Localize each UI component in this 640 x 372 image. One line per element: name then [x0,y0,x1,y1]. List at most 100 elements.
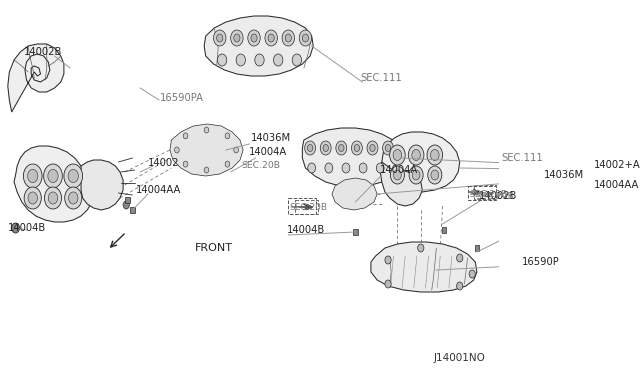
Polygon shape [332,178,377,210]
Circle shape [307,144,313,151]
Text: 14002: 14002 [148,158,180,168]
Circle shape [216,34,223,42]
Bar [442,227,447,233]
Circle shape [456,282,463,290]
Circle shape [44,187,61,209]
Polygon shape [382,132,460,192]
Text: 14004A: 14004A [250,147,287,157]
Circle shape [44,164,62,188]
Text: 14036M: 14036M [544,170,584,180]
Circle shape [282,30,294,46]
Circle shape [412,170,420,180]
Circle shape [412,150,420,160]
Circle shape [394,170,401,180]
Text: 14004AA: 14004AA [594,180,639,190]
Circle shape [325,163,333,173]
Circle shape [28,192,38,204]
Circle shape [214,30,226,46]
Polygon shape [302,128,404,188]
Circle shape [123,201,129,209]
Circle shape [24,187,42,209]
Circle shape [65,187,82,209]
Circle shape [390,166,404,184]
Circle shape [409,166,423,184]
Circle shape [367,141,378,155]
Circle shape [183,161,188,167]
Bar [125,197,130,203]
Polygon shape [204,16,313,76]
Polygon shape [14,146,93,222]
Text: FRONT: FRONT [195,243,233,253]
Circle shape [273,54,283,66]
Circle shape [24,164,42,188]
Circle shape [230,30,243,46]
Circle shape [225,133,230,139]
Circle shape [305,141,316,155]
Text: SEC.20B: SEC.20B [241,160,280,170]
Circle shape [234,147,239,153]
Text: 14036M: 14036M [251,133,291,143]
Circle shape [427,145,443,165]
Text: SEC.111: SEC.111 [360,73,402,83]
Circle shape [418,244,424,252]
Bar [474,185,495,199]
Circle shape [469,270,476,278]
Circle shape [359,163,367,173]
Circle shape [376,163,384,173]
Circle shape [383,141,394,155]
Circle shape [456,254,463,262]
Circle shape [320,141,331,155]
Circle shape [48,169,58,183]
Polygon shape [170,124,243,176]
Circle shape [428,166,442,184]
Circle shape [302,34,308,42]
Circle shape [204,127,209,133]
Text: 14004B: 14004B [8,223,46,233]
Circle shape [370,144,375,151]
Circle shape [28,169,38,183]
Text: 14002+A: 14002+A [594,160,640,170]
Bar [294,200,318,214]
Circle shape [255,54,264,66]
Circle shape [323,144,328,151]
Circle shape [385,280,391,288]
Circle shape [285,34,291,42]
Text: 14004AA: 14004AA [136,185,182,195]
Circle shape [12,223,19,233]
Circle shape [351,141,362,155]
Circle shape [431,170,438,180]
Circle shape [300,30,312,46]
Polygon shape [81,160,123,210]
Circle shape [204,167,209,173]
Circle shape [431,150,439,160]
Circle shape [385,256,391,264]
Text: SEC.20B: SEC.20B [476,192,515,201]
Circle shape [251,34,257,42]
Circle shape [68,192,78,204]
Circle shape [354,144,360,151]
Circle shape [218,54,227,66]
Bar [468,186,495,200]
Circle shape [390,145,405,165]
Circle shape [265,30,277,46]
Text: 14002B: 14002B [24,47,61,57]
Circle shape [268,34,275,42]
Circle shape [248,30,260,46]
Circle shape [48,192,58,204]
Circle shape [408,145,424,165]
Text: SEC.20B: SEC.20B [290,202,328,212]
Bar [353,229,358,235]
Polygon shape [8,44,64,112]
Text: 14004A: 14004A [380,165,419,175]
Bar [474,245,479,251]
Circle shape [68,169,78,183]
Circle shape [236,54,246,66]
Bar [130,207,135,213]
Circle shape [393,150,402,160]
Text: 14002B: 14002B [479,191,517,201]
Circle shape [292,54,301,66]
Circle shape [225,161,230,167]
Text: J14001NO: J14001NO [434,353,486,363]
Text: SEC.20B: SEC.20B [469,189,507,199]
Circle shape [183,133,188,139]
